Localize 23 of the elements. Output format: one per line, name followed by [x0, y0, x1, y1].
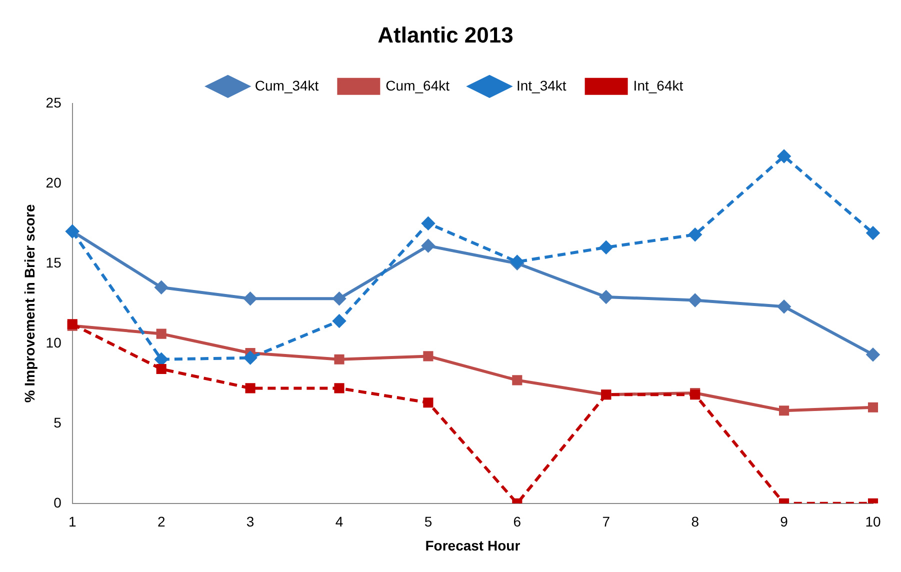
- x-tick-label: 10: [865, 514, 881, 530]
- y-tick-label: 15: [46, 254, 62, 270]
- x-tick-label: 3: [246, 514, 254, 530]
- x-tick-label: 2: [157, 514, 166, 530]
- x-axis-title: Forecast Hour: [425, 537, 521, 554]
- y-tick-label: 20: [46, 174, 62, 190]
- legend-label: Int_34kt: [516, 77, 566, 94]
- chart-title: Atlantic 2013: [378, 22, 514, 48]
- y-axis-title: % Improvement in Brier score: [21, 204, 38, 403]
- x-tick-label: 9: [780, 514, 788, 530]
- x-tick-label: 8: [691, 514, 700, 530]
- y-tick-label: 25: [46, 94, 62, 110]
- x-tick-label: 7: [602, 514, 610, 530]
- legend-label: Cum_64kt: [386, 77, 450, 94]
- y-tick-label: 10: [46, 334, 62, 350]
- x-tick-label: 1: [68, 514, 76, 530]
- x-tick-label: 6: [513, 514, 522, 530]
- y-tick-label: 5: [54, 414, 62, 430]
- y-tick-label: 0: [54, 494, 62, 510]
- legend-label: Cum_34kt: [254, 77, 319, 94]
- legend-label: Int_64kt: [633, 77, 684, 94]
- x-tick-label: 4: [335, 514, 344, 530]
- x-tick-label: 5: [424, 514, 432, 530]
